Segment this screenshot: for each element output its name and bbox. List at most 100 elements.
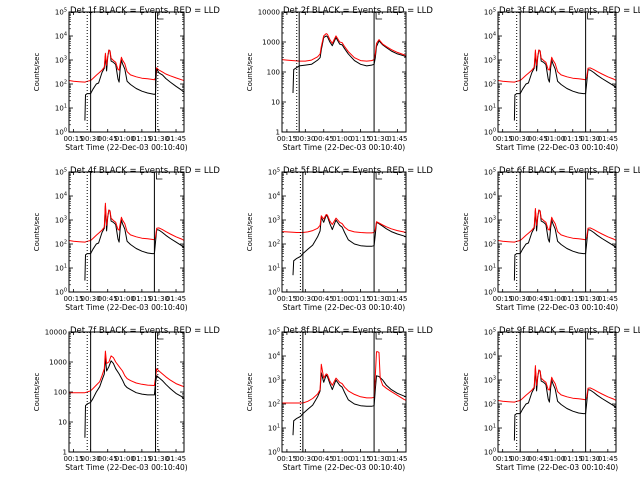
y-axis-label: Counts/sec [462, 213, 470, 252]
x-tick-label: 01:00 [545, 135, 565, 143]
x-tick-label: 01:15 [563, 455, 583, 463]
y-tick-label: 104 [55, 192, 67, 201]
series-line-lld [282, 214, 406, 234]
y-tick-label: 100 [268, 288, 280, 297]
x-tick-label: 00:45 [98, 135, 118, 143]
y-axis-label: Counts/sec [33, 373, 41, 412]
series-line-events [84, 49, 184, 121]
x-tick-label: 00:45 [528, 135, 548, 143]
x-tick-label: 01:15 [563, 295, 583, 303]
chart-title: Det 2f BLACK = Events, RED = LLD [283, 6, 433, 16]
y-axis-label: Counts/sec [462, 373, 470, 412]
series-line-events [513, 49, 616, 121]
chart-title: Det 3f BLACK = Events, RED = LLD [499, 6, 640, 16]
x-tick-label: 01:45 [387, 295, 407, 303]
x-axis-label: Start Time (22-Dec-03 00:10:40) [496, 143, 618, 152]
x-tick-label: 00:15 [277, 455, 297, 463]
x-tick-label: 00:15 [63, 455, 83, 463]
x-axis-label: Start Time (22-Dec-03 00:10:40) [283, 303, 405, 312]
y-tick-label: 105 [484, 168, 496, 177]
interval-marker [587, 13, 594, 20]
y-tick-label: 10 [271, 99, 280, 107]
series-line-lld [69, 350, 184, 394]
x-tick-label: 01:45 [166, 455, 186, 463]
chart-title: Det 1f BLACK = Events, RED = LLD [70, 6, 220, 16]
y-tick-label: 101 [484, 104, 496, 113]
y-tick-label: 102 [268, 240, 280, 249]
y-tick-label: 102 [55, 240, 67, 249]
chart-title: Det 8f BLACK = Events, RED = LLD [283, 326, 433, 336]
y-tick-label: 100 [268, 448, 280, 457]
plot-frame [68, 11, 185, 133]
x-tick-label: 01:15 [350, 295, 370, 303]
y-tick-label: 101 [268, 264, 280, 273]
y-axis-label: Counts/sec [33, 53, 41, 92]
plot-frame [281, 331, 407, 453]
y-tick-label: 10 [58, 419, 67, 427]
y-axis-label: Counts/sec [462, 53, 470, 92]
x-tick-label: 00:15 [493, 455, 513, 463]
chart-title: Det 4f BLACK = Events, RED = LLD [70, 166, 220, 176]
y-axis-label: Counts/sec [33, 213, 41, 252]
y-tick-label: 10000 [258, 9, 280, 17]
x-tick-label: 00:30 [510, 295, 530, 303]
y-tick-label: 1 [63, 449, 67, 457]
y-tick-label: 105 [55, 168, 67, 177]
y-tick-label: 105 [484, 328, 496, 337]
y-tick-label: 101 [55, 104, 67, 113]
x-tick-label: 01:15 [350, 455, 370, 463]
y-tick-label: 105 [55, 8, 67, 17]
y-tick-label: 1000 [49, 359, 67, 367]
x-tick-label: 00:15 [493, 135, 513, 143]
x-tick-label: 01:30 [369, 455, 389, 463]
y-tick-label: 105 [268, 328, 280, 337]
interval-marker [375, 173, 383, 180]
x-tick-label: 00:45 [314, 135, 334, 143]
x-tick-label: 01:30 [369, 295, 389, 303]
y-tick-label: 1 [276, 129, 280, 137]
y-tick-label: 103 [484, 376, 496, 385]
y-tick-label: 102 [484, 400, 496, 409]
x-tick-label: 00:45 [98, 295, 118, 303]
chart-title: Det 9f BLACK = Events, RED = LLD [499, 326, 640, 336]
y-tick-label: 10000 [45, 329, 67, 337]
y-axis-label: Counts/sec [246, 373, 254, 412]
interval-marker [155, 173, 163, 180]
x-tick-label: 01:00 [545, 455, 565, 463]
x-tick-label: 01:45 [598, 135, 618, 143]
x-tick-label: 01:30 [580, 455, 600, 463]
plot-frame [281, 11, 407, 133]
chart-title: Det 7f BLACK = Events, RED = LLD [70, 326, 220, 336]
y-tick-label: 102 [55, 80, 67, 89]
x-tick-label: 01:00 [115, 135, 135, 143]
x-tick-label: 01:30 [149, 135, 169, 143]
y-tick-label: 102 [484, 80, 496, 89]
x-tick-label: 00:15 [63, 135, 83, 143]
series-line-lld [282, 351, 406, 404]
x-tick-label: 01:45 [166, 295, 186, 303]
y-tick-label: 105 [268, 168, 280, 177]
y-tick-label: 100 [54, 389, 67, 397]
x-axis-label: Start Time (22-Dec-03 00:10:40) [496, 303, 618, 312]
y-tick-label: 103 [268, 376, 280, 385]
y-tick-label: 103 [55, 56, 67, 65]
x-tick-label: 00:30 [295, 295, 315, 303]
x-tick-label: 01:30 [580, 135, 600, 143]
series-line-events [292, 372, 406, 436]
y-tick-label: 102 [484, 240, 496, 249]
x-tick-label: 01:45 [387, 455, 407, 463]
series-line-events [84, 356, 184, 438]
y-tick-label: 1000 [262, 39, 280, 47]
x-tick-label: 01:45 [598, 455, 618, 463]
chart-title: Det 6f BLACK = Events, RED = LLD [499, 166, 640, 176]
x-tick-label: 01:15 [132, 455, 152, 463]
x-tick-label: 00:45 [314, 455, 334, 463]
y-tick-label: 103 [484, 216, 496, 225]
